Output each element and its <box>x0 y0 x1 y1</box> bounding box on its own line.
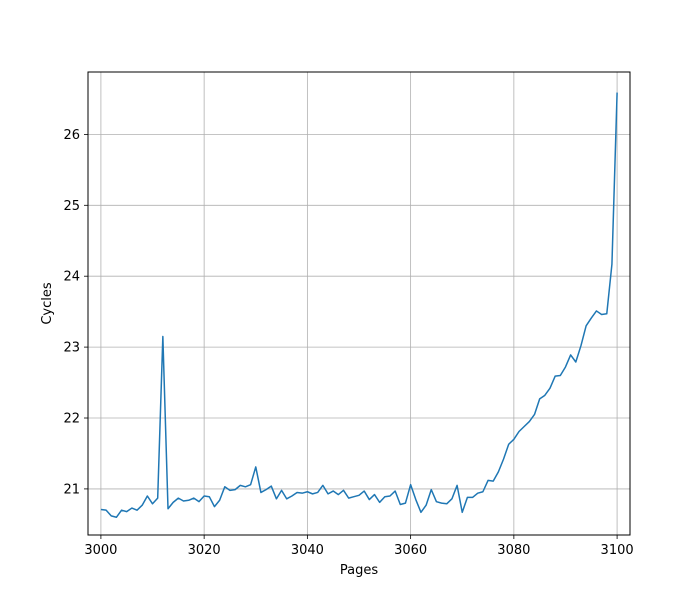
y-tick-label: 26 <box>63 128 80 143</box>
plot-frame <box>87 71 631 536</box>
y-axis-label: Cycles <box>40 282 55 325</box>
x-axis-ticks: 3000 3020 3040 3060 3080 3100 <box>84 535 634 558</box>
plot-background <box>88 72 630 535</box>
y-tick-label: 23 <box>63 341 80 356</box>
y-tick-label: 25 <box>63 199 80 214</box>
x-tick-label: 3000 <box>84 543 117 558</box>
plot-area <box>87 71 631 536</box>
x-tick-label: 3020 <box>188 543 221 558</box>
series-line <box>100 92 618 519</box>
y-tick-label: 24 <box>63 270 80 285</box>
x-tick-label: 3100 <box>601 543 634 558</box>
y-axis-ticks: 21 22 23 24 25 26 <box>63 128 88 497</box>
x-tick-label: 3080 <box>497 543 530 558</box>
grid-horizontal <box>88 133 630 490</box>
y-tick-label: 22 <box>63 412 80 427</box>
x-tick-label: 3040 <box>291 543 324 558</box>
grid-vertical <box>100 72 618 535</box>
x-tick-label: 3060 <box>394 543 427 558</box>
y-tick-label: 21 <box>63 482 80 497</box>
x-axis-label: Pages <box>340 563 378 578</box>
